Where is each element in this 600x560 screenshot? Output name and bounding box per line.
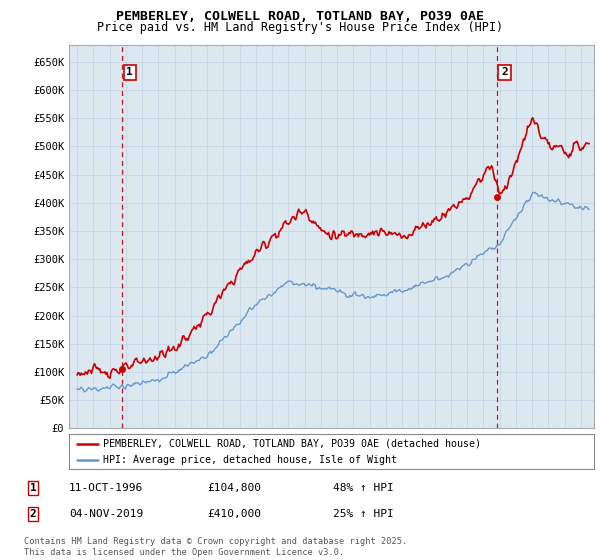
Text: 48% ↑ HPI: 48% ↑ HPI	[333, 483, 394, 493]
Text: 2: 2	[501, 67, 508, 77]
Text: £410,000: £410,000	[207, 508, 261, 519]
Text: 1: 1	[127, 67, 133, 77]
Text: HPI: Average price, detached house, Isle of Wight: HPI: Average price, detached house, Isle…	[103, 455, 397, 465]
Text: 11-OCT-1996: 11-OCT-1996	[69, 483, 143, 493]
Text: 25% ↑ HPI: 25% ↑ HPI	[333, 508, 394, 519]
Text: Price paid vs. HM Land Registry's House Price Index (HPI): Price paid vs. HM Land Registry's House …	[97, 21, 503, 34]
Text: 2: 2	[29, 508, 37, 519]
Text: Contains HM Land Registry data © Crown copyright and database right 2025.
This d: Contains HM Land Registry data © Crown c…	[24, 537, 407, 557]
Text: 04-NOV-2019: 04-NOV-2019	[69, 508, 143, 519]
Text: PEMBERLEY, COLWELL ROAD, TOTLAND BAY, PO39 0AE: PEMBERLEY, COLWELL ROAD, TOTLAND BAY, PO…	[116, 10, 484, 23]
Text: PEMBERLEY, COLWELL ROAD, TOTLAND BAY, PO39 0AE (detached house): PEMBERLEY, COLWELL ROAD, TOTLAND BAY, PO…	[103, 438, 481, 449]
Text: £104,800: £104,800	[207, 483, 261, 493]
Text: 1: 1	[29, 483, 37, 493]
